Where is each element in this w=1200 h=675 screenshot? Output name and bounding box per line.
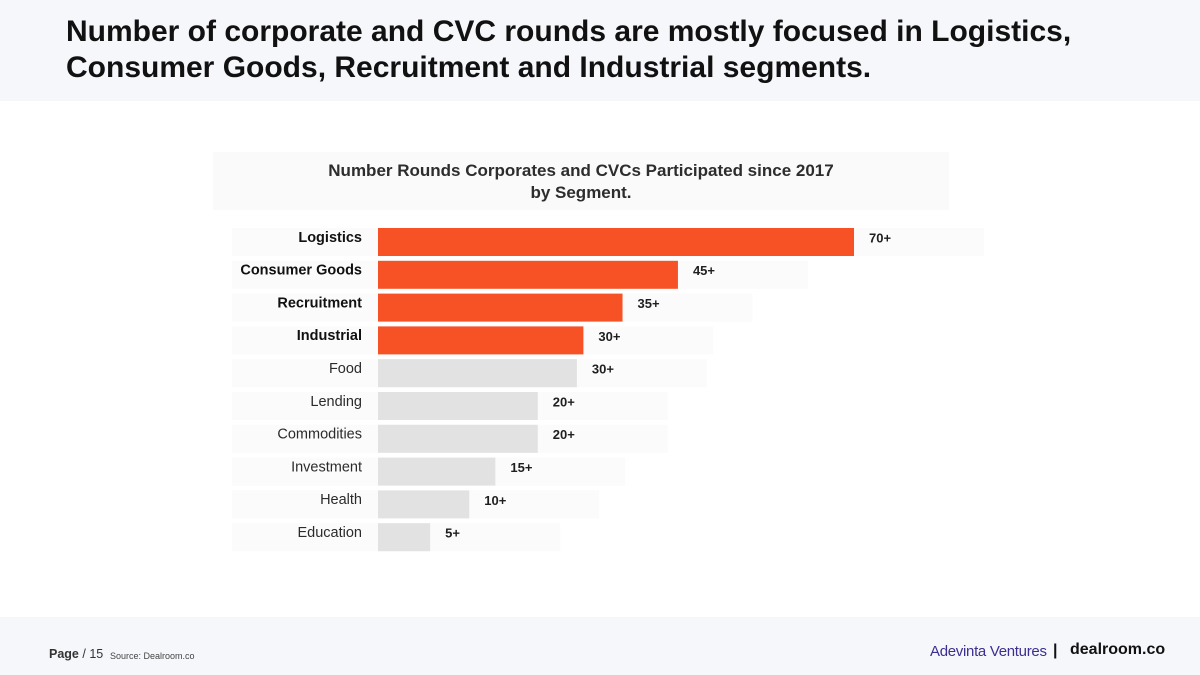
category-label: Health [320, 492, 362, 508]
category-label: Commodities [277, 427, 362, 443]
brand-separator: | [1053, 642, 1058, 659]
category-label: Lending [310, 394, 362, 410]
category-label: Consumer Goods [240, 263, 362, 279]
page-label: Page [49, 647, 79, 661]
bar-industrial [378, 326, 584, 355]
value-label: 15+ [510, 460, 532, 475]
category-label: Food [329, 361, 362, 377]
value-label: 45+ [693, 263, 715, 278]
header-band [0, 0, 1200, 101]
value-label: 30+ [598, 329, 620, 344]
source-note: Source: Dealroom.co [110, 651, 195, 661]
category-label: Investment [291, 459, 362, 475]
chart-title-box [213, 152, 949, 210]
page-title: Number of corporate and CVC rounds are m… [66, 15, 1072, 84]
dealroom-logo: dealroom.co [1070, 641, 1166, 658]
category-label: Industrial [297, 328, 362, 344]
bar-lending [378, 392, 538, 420]
bar-chart: Logistics 70+ Consumer Goods 45+ Recruitment… [240, 228, 892, 552]
value-label: 70+ [869, 230, 891, 245]
bar-consumer-goods [378, 260, 678, 289]
bar-investment [378, 457, 496, 486]
category-label: Education [298, 525, 363, 541]
value-label: 20+ [553, 427, 575, 442]
bar-food [378, 359, 577, 388]
category-label: Recruitment [277, 295, 362, 311]
bar-commodities [378, 424, 538, 453]
bar-education [378, 523, 431, 552]
value-label: 30+ [592, 362, 614, 377]
footer-band [0, 617, 1200, 675]
page-number: Page / 15 [49, 647, 103, 661]
value-label: 10+ [484, 493, 506, 508]
adevinta-ventures-logo: Adevinta Ventures [930, 643, 1047, 660]
bar-recruitment [378, 293, 623, 322]
page-count: / 15 [82, 647, 104, 661]
value-label: 5+ [445, 526, 460, 541]
category-label: Logistics [298, 230, 362, 246]
bar-logistics [378, 228, 854, 256]
value-label: 35+ [638, 296, 660, 311]
value-label: 20+ [553, 394, 575, 409]
bar-health [378, 490, 470, 519]
chart-title: Number Rounds Corporates and CVCs Partic… [328, 161, 834, 202]
